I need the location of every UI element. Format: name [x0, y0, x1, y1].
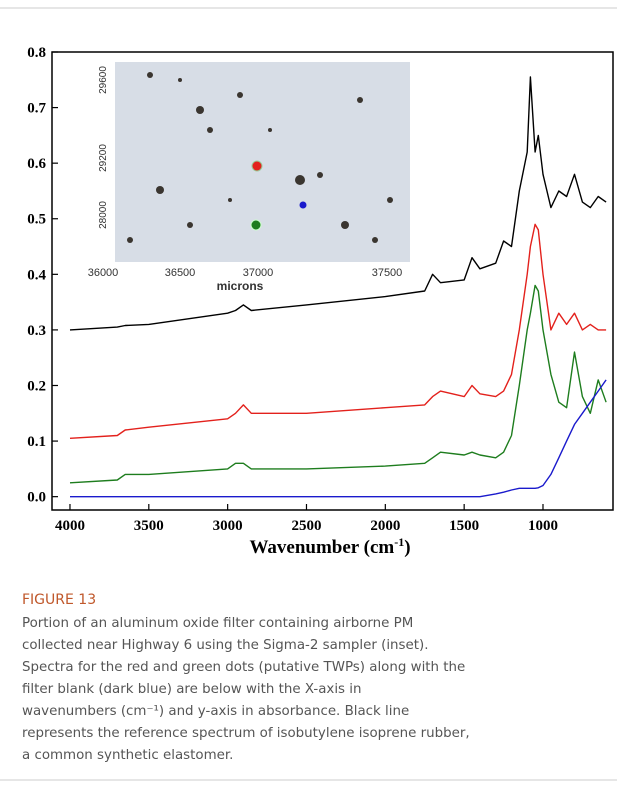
caption-line: a common synthetic elastomer.	[22, 748, 233, 763]
particle	[196, 106, 204, 114]
inset-photo	[115, 62, 410, 262]
inset-y-tick-label: 28000	[98, 201, 109, 229]
caption-line: Spectra for the red and green dots (puta…	[22, 660, 465, 675]
caption-label: FIGURE 13	[22, 592, 96, 608]
inset-y-tick-label: 29600	[98, 66, 109, 94]
particles	[127, 72, 393, 243]
caption-line: represents the reference spectrum of iso…	[22, 726, 470, 741]
particle	[268, 128, 272, 132]
particle	[295, 175, 305, 185]
particle	[372, 237, 378, 243]
particle	[357, 97, 363, 103]
inset-x-tick-label: 36500	[165, 267, 196, 279]
x-title-end: )	[404, 537, 410, 558]
particle	[237, 92, 243, 98]
inset: microns 36000 36500 37000 37500 29600 29200 28…	[88, 55, 415, 293]
inset-x-tick-label: 37000	[243, 267, 274, 279]
particle	[387, 197, 393, 203]
spectrum-line	[69, 223, 607, 439]
particle	[156, 186, 164, 194]
blue-dot	[299, 201, 307, 209]
inset-x-tick-label: 37500	[372, 267, 403, 279]
y-tick-label: 0.8	[27, 45, 46, 61]
y-tick-label: 0.2	[27, 378, 46, 394]
y-tick-label: 0.3	[27, 323, 46, 339]
caption-line: filter blank (dark blue) are below with …	[22, 682, 362, 697]
x-tick-label: 1000	[528, 518, 558, 534]
caption-line: wavenumbers (cm⁻¹) and y-axis in absorba…	[22, 704, 409, 719]
particle	[187, 222, 193, 228]
inset-x-label: microns	[217, 279, 264, 293]
particle	[317, 172, 323, 178]
x-tick-label: 4000	[55, 518, 85, 534]
x-title-text: Wavenumber (cm	[249, 537, 394, 558]
spectrum-line	[69, 284, 607, 484]
y-tick-label: 0.7	[27, 101, 46, 117]
x-tick-label: 1500	[449, 518, 479, 534]
particle	[207, 127, 213, 133]
plot-frame	[51, 51, 614, 511]
red-dot	[251, 160, 263, 172]
caption-line: Portion of an aluminum oxide filter cont…	[22, 616, 413, 631]
spectrum-line	[70, 379, 607, 498]
y-tick-label: 0.5	[27, 212, 46, 228]
x-tick-label: 2500	[291, 518, 321, 534]
y-tick-label: 0.0	[27, 490, 46, 506]
y-tick-label: 0.6	[27, 156, 46, 172]
caption-line: collected near Highway 6 using the Sigma…	[22, 638, 429, 653]
inset-y-tick-label: 29200	[98, 144, 109, 172]
particle	[228, 198, 232, 202]
green-dot	[250, 219, 262, 231]
x-axis-title: Wavenumber (cm-1)	[249, 535, 410, 558]
particle	[341, 221, 349, 229]
x-title-sup: -1	[394, 535, 404, 549]
y-tick-label: 0.4	[27, 267, 46, 283]
inset-x-tick-label: 36000	[88, 267, 119, 279]
particle	[147, 72, 153, 78]
particle	[178, 78, 182, 82]
spectrum-line	[69, 76, 607, 331]
x-tick-label: 3500	[134, 518, 164, 534]
x-tick-label: 2000	[370, 518, 400, 534]
x-tick-label: 3000	[213, 518, 243, 534]
particle	[127, 237, 133, 243]
y-tick-label: 0.1	[27, 434, 46, 450]
